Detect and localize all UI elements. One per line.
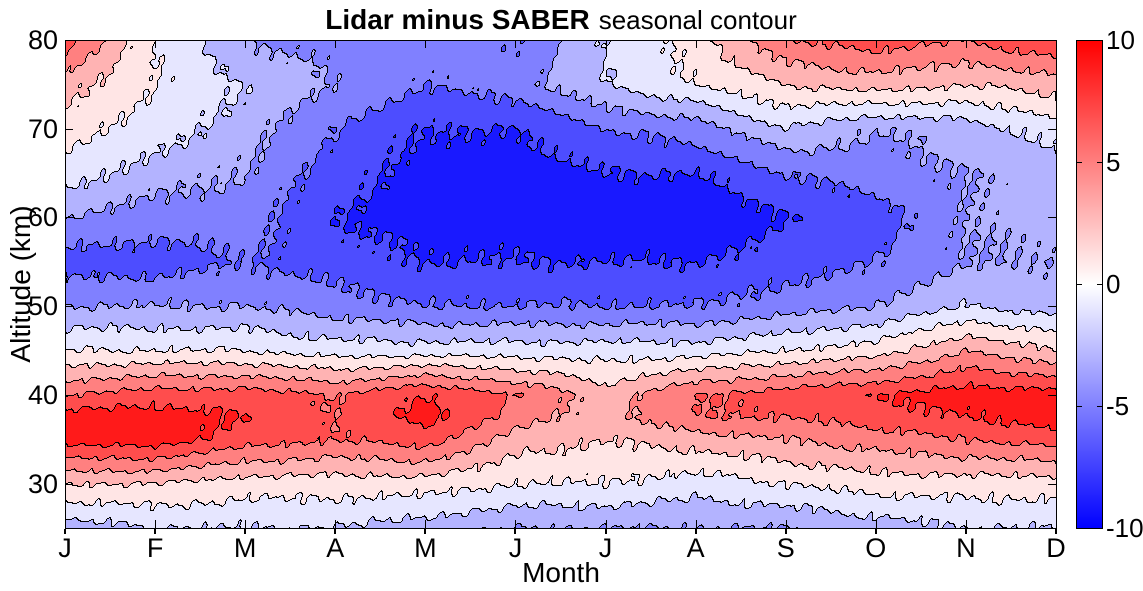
x-tick-mark [64, 529, 66, 534]
x-tick-label: A [686, 533, 705, 563]
chart-title-sub: seasonal contour [598, 5, 797, 35]
chart-title-main: Lidar minus SABER [325, 4, 590, 35]
x-tick-mark [964, 529, 967, 534]
x-tick-label: A [326, 533, 345, 563]
x-tick-mark [244, 529, 247, 534]
x-tick-label: O [865, 533, 887, 563]
x-tick-mark [154, 529, 157, 534]
x-tick-mark [334, 529, 337, 534]
colorbar-canvas [1076, 40, 1103, 529]
x-tick-label: S [776, 533, 795, 563]
y-tick-label: 70 [27, 113, 58, 144]
x-tick-label: F [146, 533, 164, 563]
x-tick-label: J [598, 533, 613, 563]
x-tick-label: J [508, 533, 523, 563]
y-tick-label: 40 [27, 379, 58, 410]
x-tick-mark [424, 529, 427, 534]
x-tick-mark [874, 529, 877, 534]
x-tick-label: N [956, 533, 976, 563]
colorbar-tick-label: 10 [1106, 25, 1135, 55]
x-axis-label: Month [522, 557, 600, 588]
x-tick-label: J [58, 533, 72, 563]
x-tick-mark [514, 529, 517, 534]
chart-title: Lidar minus SABER seasonal contour [65, 4, 1057, 36]
x-tick-label: D [1046, 533, 1066, 563]
y-tick-label: 80 [27, 25, 58, 55]
x-tick-label: M [414, 533, 437, 563]
colorbar-tick-label: -10 [1106, 513, 1143, 543]
x-tick-mark [604, 529, 607, 534]
x-tick-mark [694, 529, 697, 534]
x-tick-label: M [233, 533, 257, 563]
contour-plot-canvas [65, 40, 1057, 529]
colorbar-tick-label: -5 [1106, 391, 1130, 421]
colorbar-tick-label: 0 [1106, 269, 1121, 299]
x-tick-mark [784, 529, 787, 534]
y-tick-label: 30 [27, 468, 58, 499]
y-tick-label: 50 [27, 291, 58, 322]
x-tick-mark [1055, 529, 1057, 534]
y-tick-label: 60 [27, 202, 58, 233]
colorbar-tick-label: 5 [1106, 147, 1121, 177]
